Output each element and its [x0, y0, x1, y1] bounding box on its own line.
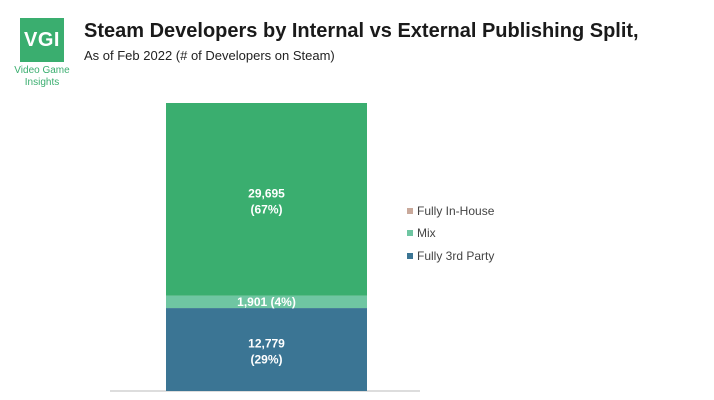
- data-label-mix: 1,901 (4%): [237, 295, 296, 309]
- logo-text-line1: Video Game: [14, 65, 70, 76]
- chart-title: Steam Developers by Internal vs External…: [84, 20, 639, 42]
- data-label-fully-3rd-party-value: 12,779: [248, 337, 285, 351]
- legend-swatch-mix: [407, 230, 413, 236]
- data-label-fully-in-house-pct: (67%): [250, 202, 282, 216]
- chart-subtitle: As of Feb 2022 (# of Developers on Steam…: [84, 48, 335, 63]
- legend-label-fully-3rd-party: Fully 3rd Party: [417, 249, 494, 263]
- legend-label-fully-in-house: Fully In-House: [417, 204, 495, 218]
- legend-swatch-fully-in-house: [407, 208, 413, 214]
- data-label-fully-in-house-value: 29,695: [248, 186, 285, 200]
- logo-text-line2: Insights: [24, 77, 60, 88]
- legend: Fully In-House Mix Fully 3rd Party: [407, 204, 495, 263]
- data-label-fully-3rd-party-pct: (29%): [250, 353, 282, 367]
- logo-text: Video Game Insights: [14, 65, 69, 89]
- legend-swatch-fully-3rd-party: [407, 253, 413, 259]
- bar-segment-fully-3rd-party: [166, 308, 367, 391]
- bar-segment-mix: [166, 295, 367, 309]
- logo-mark: VGI: [20, 18, 64, 62]
- legend-label-mix: Mix: [417, 226, 436, 240]
- vgi-logo: VGI Video Game Insights: [10, 18, 74, 89]
- bar-segment-fully-in-house: [166, 103, 367, 296]
